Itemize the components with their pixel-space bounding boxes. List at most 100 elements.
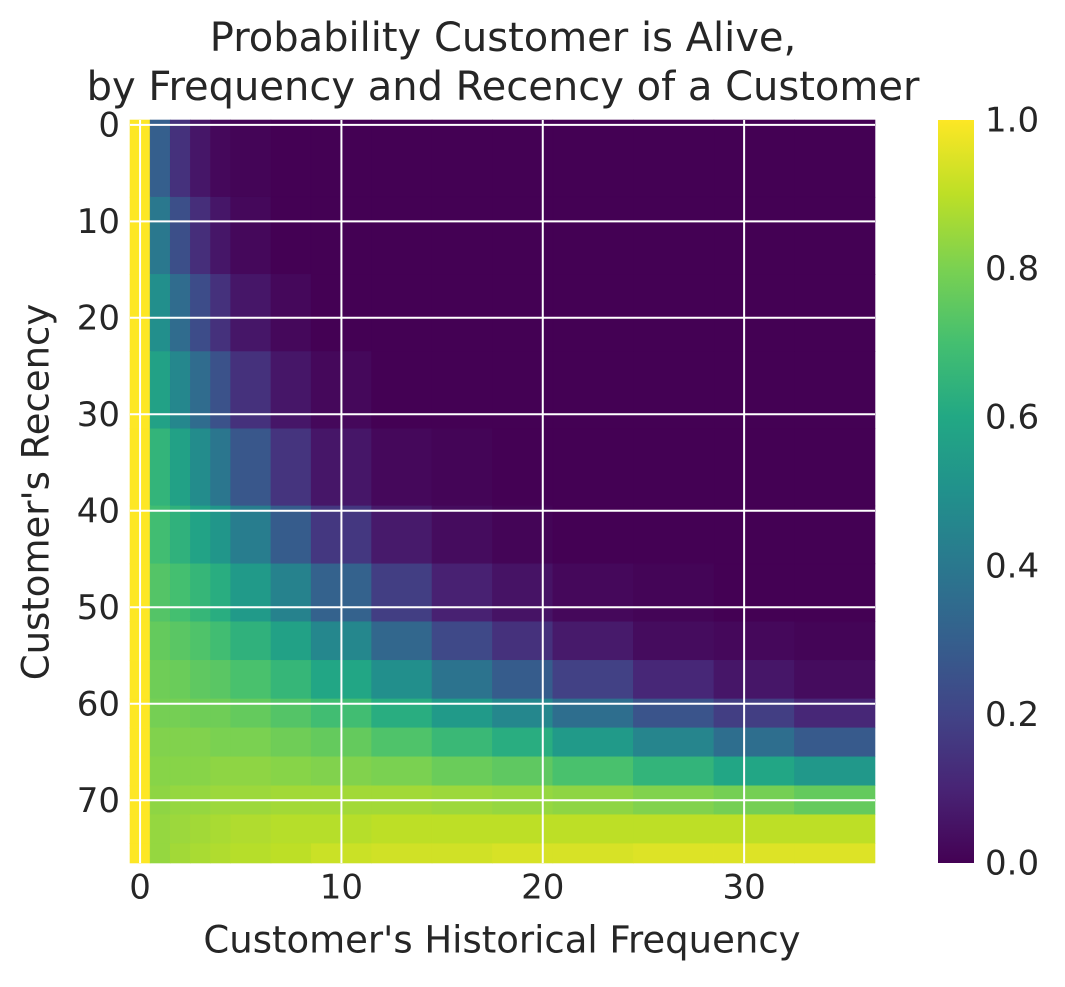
heatmap-cell: [230, 621, 272, 661]
heatmap-cell: [713, 621, 795, 661]
heatmap-cell: [794, 727, 876, 758]
heatmap-cell: [270, 119, 312, 198]
colorbar-tick-label: 0.6: [985, 398, 1039, 438]
heatmap-cell: [190, 274, 211, 352]
heatmap-cell: [633, 563, 715, 623]
heatmap-cell: [190, 505, 211, 565]
heatmap-cell: [492, 563, 554, 623]
colorbar: [938, 120, 974, 863]
heatmap-cell: [633, 351, 715, 430]
heatmap-cell: [149, 196, 171, 275]
heatmap-cell: [371, 756, 433, 787]
heatmap-cell: [492, 351, 554, 430]
heatmap-cell: [431, 756, 493, 787]
axes: 0 10 20 30 0 10 20 30 40 50 60 70 0.0 0.2 0.4 0.6 0.8 1.0: [77, 101, 1039, 908]
heatmap-cell: [552, 660, 634, 700]
colorbar-tick-label: 0.2: [985, 695, 1039, 735]
heatmap-cell: [210, 756, 231, 787]
heatmap-cell: [431, 727, 493, 758]
heatmap-cell: [270, 196, 312, 275]
y-tick-label: 40: [77, 491, 120, 531]
heatmap-cell: [169, 428, 191, 507]
heatmap-cell: [149, 843, 171, 864]
heatmap-cell: [713, 843, 795, 864]
heatmap-cell: [794, 428, 876, 507]
heatmap-cell: [230, 196, 272, 275]
heatmap-cell: [492, 505, 554, 565]
y-tick-label: 20: [77, 298, 120, 338]
heatmap-cell: [371, 351, 433, 430]
heatmap-cell: [230, 814, 272, 845]
heatmap-cell: [371, 196, 433, 275]
heatmap-cell: [190, 351, 211, 430]
colorbar-tick-label: 0.4: [985, 546, 1039, 586]
heatmap-cell: [492, 621, 554, 661]
heatmap-cell: [713, 196, 795, 275]
y-tick-label: 70: [77, 781, 120, 821]
heatmap-cell: [230, 843, 272, 864]
heatmap-cell: [169, 843, 191, 864]
heatmap-cell: [210, 563, 231, 623]
heatmap-cell: [794, 814, 876, 845]
heatmap-cell: [270, 756, 312, 787]
heatmap-cell: [270, 660, 312, 700]
heatmap-cell: [633, 428, 715, 507]
heatmap-cell: [492, 727, 554, 758]
heatmap-cell: [230, 563, 272, 623]
heatmap-cell: [371, 814, 433, 845]
heatmap-cell: [149, 505, 171, 565]
heatmap-cell: [270, 351, 312, 430]
chart-title: Probability Customer is Alive,: [210, 15, 796, 61]
heatmap-cell: [492, 660, 554, 700]
heatmap-cell: [794, 196, 876, 275]
heatmap-cell: [431, 351, 493, 430]
heatmap-cell: [149, 428, 171, 507]
heatmap-cell: [230, 727, 272, 758]
heatmap-cell: [190, 814, 211, 845]
heatmap-cell: [794, 563, 876, 623]
heatmap-cell: [552, 814, 634, 845]
heatmap-cell: [210, 505, 231, 565]
heatmap-cell: [794, 505, 876, 565]
heatmap-cell: [169, 727, 191, 758]
heatmap-cell: [190, 119, 211, 198]
heatmap-cell: [431, 196, 493, 275]
heatmap-cell: [149, 727, 171, 758]
heatmap-cell: [210, 351, 231, 430]
heatmap-cell: [492, 274, 554, 352]
heatmap-cell: [371, 274, 433, 352]
colorbar-tick-label: 0.0: [985, 844, 1039, 884]
heatmap-cell: [633, 727, 715, 758]
heatmap-cell: [210, 843, 231, 864]
heatmap-cell: [794, 119, 876, 198]
heatmap-cell: [552, 428, 634, 507]
heatmap-cell: [190, 428, 211, 507]
heatmap-cell: [552, 727, 634, 758]
heatmap-cell: [371, 428, 433, 507]
heatmap-cell: [794, 351, 876, 430]
heatmap-cell: [230, 756, 272, 787]
heatmap-cell: [190, 843, 211, 864]
heatmap-cell: [713, 756, 795, 787]
heatmap-cell: [190, 563, 211, 623]
heatmap-cell: [431, 428, 493, 507]
heatmap-cell: [149, 621, 171, 661]
y-tick-label: 30: [77, 395, 120, 435]
heatmap-cell: [713, 351, 795, 430]
heatmap-cell: [270, 621, 312, 661]
heatmap-cell: [230, 660, 272, 700]
colorbar-tick-label: 0.8: [985, 249, 1039, 289]
heatmap-cell: [794, 660, 876, 700]
heatmap-cell: [169, 196, 191, 275]
heatmap-cell: [169, 505, 191, 565]
heatmap-cell: [431, 563, 493, 623]
heatmap-cell: [371, 621, 433, 661]
heatmap-cell: [149, 274, 171, 352]
heatmap-cell: [713, 505, 795, 565]
heatmap-cell: [431, 621, 493, 661]
heatmap: [129, 119, 876, 864]
heatmap-cell: [794, 756, 876, 787]
x-tick-label: 0: [129, 868, 151, 908]
heatmap-cell: [169, 274, 191, 352]
